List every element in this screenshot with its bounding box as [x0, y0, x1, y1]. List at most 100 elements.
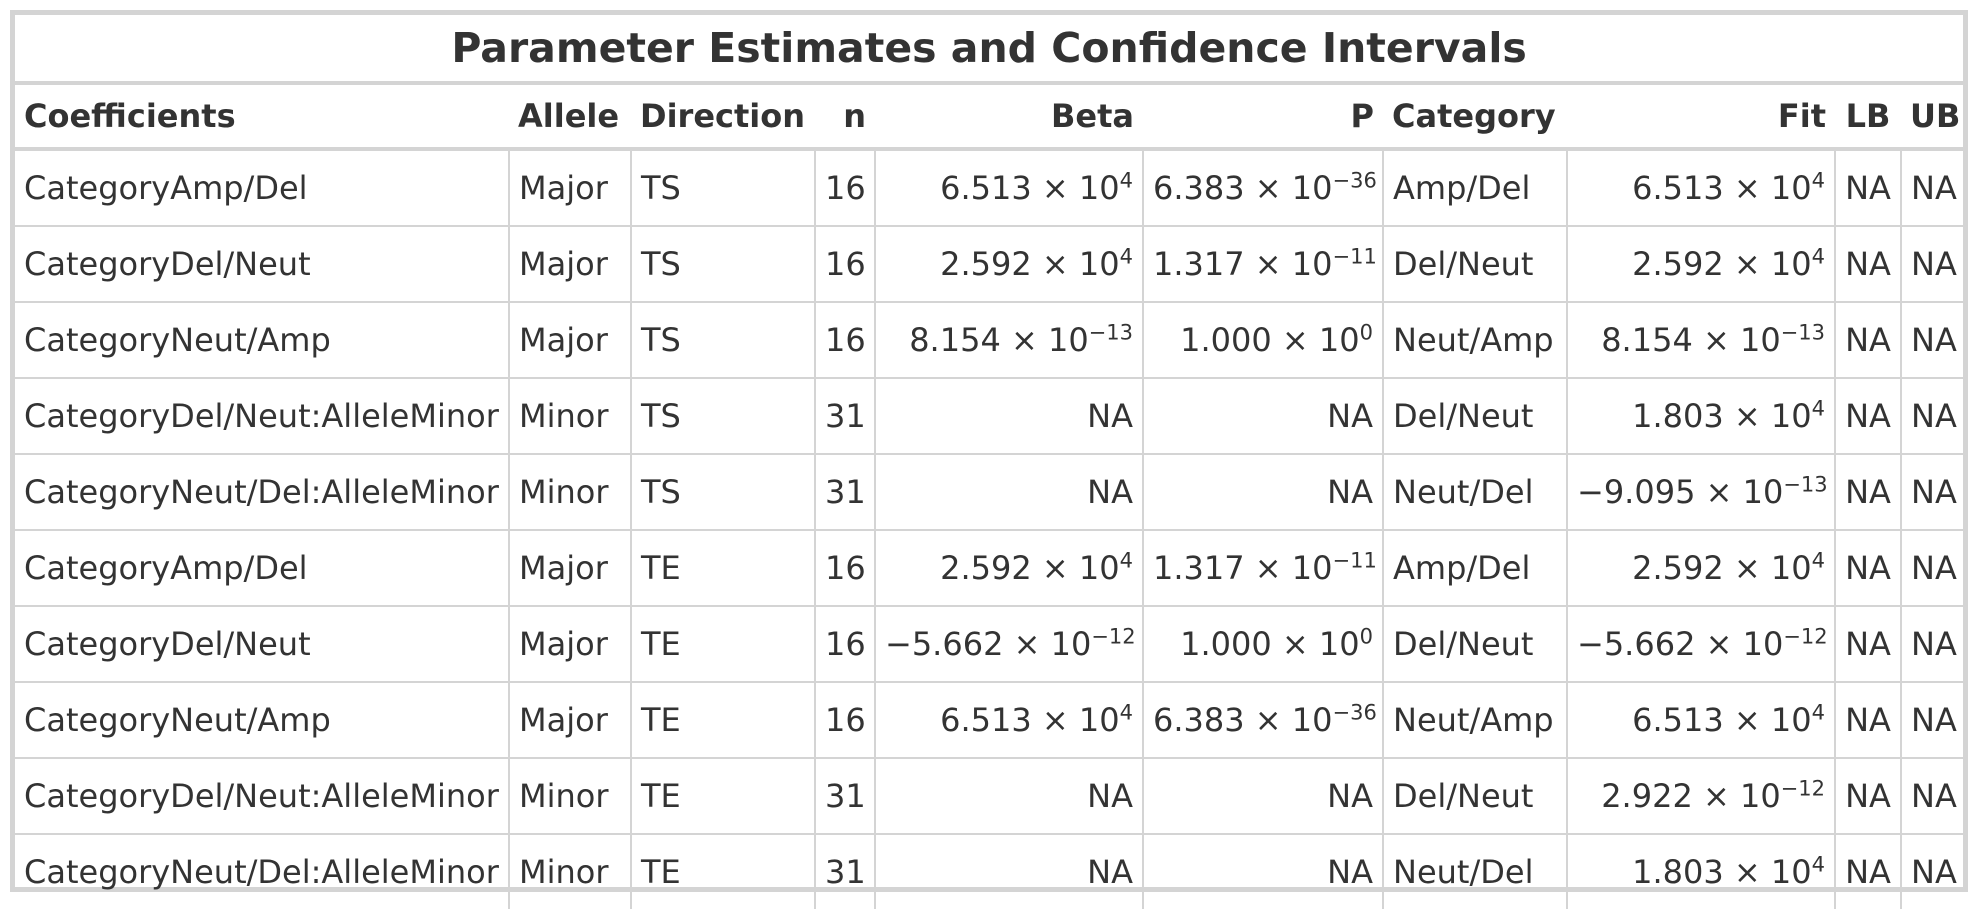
- cell-allele: Major: [509, 529, 632, 606]
- value-mantissa: 1.000: [1180, 321, 1272, 359]
- cell-lb: NA: [1835, 453, 1902, 530]
- cell-ub: NA: [1901, 529, 1964, 606]
- cell-beta: 2.592 × 104: [875, 529, 1144, 606]
- cell-category: Neut/Del: [1383, 453, 1568, 530]
- cell-allele: Major: [509, 225, 632, 302]
- value-mantissa: 2.592: [940, 549, 1032, 587]
- cell-category: Neut/Del: [1383, 833, 1568, 909]
- cell-category: Del/Neut: [1383, 377, 1568, 454]
- parameter-estimates-table: Parameter Estimates and Confidence Inter…: [15, 15, 1964, 909]
- cell-allele: Major: [509, 605, 632, 682]
- column-header-allele: Allele: [509, 83, 631, 151]
- cell-n: 16: [815, 529, 876, 606]
- cell-p: NA: [1143, 377, 1384, 454]
- cell-p: 1.000 × 100: [1143, 605, 1384, 682]
- cell-fit: 1.803 × 104: [1567, 377, 1836, 454]
- column-header-n: n: [815, 83, 875, 151]
- cell-beta: 8.154 × 10−13: [875, 301, 1144, 378]
- cell-beta: 6.513 × 104: [875, 681, 1144, 758]
- column-header-coef: Coefficients: [15, 83, 509, 151]
- cell-direction: TS: [631, 225, 816, 302]
- cell-beta: NA: [875, 757, 1144, 834]
- value-exponent: −12: [1091, 624, 1136, 649]
- value-mantissa: 6.383: [1153, 169, 1245, 207]
- column-header-ub: UB: [1901, 83, 1964, 151]
- cell-allele: Minor: [509, 833, 632, 909]
- cell-coef: CategoryDel/Neut: [15, 605, 510, 682]
- cell-direction: TS: [631, 148, 816, 226]
- cell-fit: 1.803 × 104: [1567, 833, 1836, 909]
- cell-n: 16: [815, 225, 876, 302]
- value-exponent: 4: [1811, 548, 1825, 573]
- cell-ub: NA: [1901, 453, 1964, 530]
- column-header-beta: Beta: [875, 83, 1143, 151]
- cell-lb: NA: [1835, 148, 1902, 226]
- value-mantissa: 1.803: [1632, 853, 1724, 891]
- cell-direction: TS: [631, 453, 816, 530]
- cell-ub: NA: [1901, 225, 1964, 302]
- value-exponent: 4: [1119, 700, 1133, 725]
- cell-allele: Minor: [509, 377, 632, 454]
- cell-ub: NA: [1901, 605, 1964, 682]
- cell-direction: TE: [631, 757, 816, 834]
- header-row: Coefficients Allele Direction n Beta P Categor…: [15, 83, 1964, 151]
- cell-category: Del/Neut: [1383, 757, 1568, 834]
- cell-n: 31: [815, 833, 876, 909]
- column-header-lb: LB: [1835, 83, 1901, 151]
- value-mantissa: 2.592: [1632, 549, 1724, 587]
- cell-n: 16: [815, 301, 876, 378]
- cell-direction: TE: [631, 605, 816, 682]
- cell-direction: TE: [631, 529, 816, 606]
- column-header-fit: Fit: [1567, 83, 1835, 151]
- value-exponent: −36: [1332, 700, 1377, 725]
- cell-beta: NA: [875, 377, 1144, 454]
- value-exponent: 4: [1811, 168, 1825, 193]
- cell-category: Amp/Del: [1383, 529, 1568, 606]
- cell-n: 31: [815, 757, 876, 834]
- cell-ub: NA: [1901, 148, 1964, 226]
- value-mantissa: −9.095: [1577, 473, 1696, 511]
- cell-category: Neut/Amp: [1383, 301, 1568, 378]
- cell-beta: NA: [875, 833, 1144, 909]
- cell-fit: −5.662 × 10−12: [1567, 605, 1836, 682]
- cell-fit: 8.154 × 10−13: [1567, 301, 1836, 378]
- cell-lb: NA: [1835, 681, 1902, 758]
- cell-p: NA: [1143, 833, 1384, 909]
- value-exponent: −36: [1332, 168, 1377, 193]
- cell-ub: NA: [1901, 681, 1964, 758]
- value-mantissa: 2.592: [940, 245, 1032, 283]
- cell-coef: CategoryAmp/Del: [15, 148, 510, 226]
- value-mantissa: 2.922: [1601, 777, 1693, 815]
- cell-category: Del/Neut: [1383, 225, 1568, 302]
- value-mantissa: 8.154: [909, 321, 1001, 359]
- cell-allele: Major: [509, 301, 632, 378]
- cell-direction: TS: [631, 301, 816, 378]
- cell-beta: 2.592 × 104: [875, 225, 1144, 302]
- value-exponent: −13: [1780, 320, 1825, 345]
- value-exponent: 4: [1119, 548, 1133, 573]
- table-row: CategoryAmp/Del Major TE 16 2.592 × 104 1.317…: [15, 529, 1964, 606]
- cell-lb: NA: [1835, 605, 1902, 682]
- cell-p: NA: [1143, 757, 1384, 834]
- value-mantissa: −5.662: [885, 625, 1004, 663]
- cell-fit: 2.592 × 104: [1567, 529, 1836, 606]
- cell-lb: NA: [1835, 833, 1902, 909]
- value-exponent: 4: [1119, 168, 1133, 193]
- table-row: CategoryDel/Neut Major TS 16 2.592 × 104 1.31…: [15, 225, 1964, 302]
- cell-allele: Minor: [509, 453, 632, 530]
- cell-fit: 2.592 × 104: [1567, 225, 1836, 302]
- cell-allele: Major: [509, 148, 632, 226]
- cell-lb: NA: [1835, 301, 1902, 378]
- cell-n: 16: [815, 681, 876, 758]
- cell-coef: CategoryAmp/Del: [15, 529, 510, 606]
- cell-coef: CategoryNeut/Del:AlleleMinor: [15, 453, 510, 530]
- value-exponent: 4: [1811, 700, 1825, 725]
- value-exponent: −12: [1783, 624, 1828, 649]
- cell-coef: CategoryDel/Neut:AlleleMinor: [15, 757, 510, 834]
- value-exponent: 4: [1811, 396, 1825, 421]
- cell-p: 1.317 × 10−11: [1143, 529, 1384, 606]
- cell-n: 16: [815, 605, 876, 682]
- table-row: CategoryDel/Neut:AlleleMinor Minor TS 31 NA N…: [15, 377, 1964, 454]
- cell-coef: CategoryNeut/Del:AlleleMinor: [15, 833, 510, 909]
- value-exponent: 0: [1359, 624, 1373, 649]
